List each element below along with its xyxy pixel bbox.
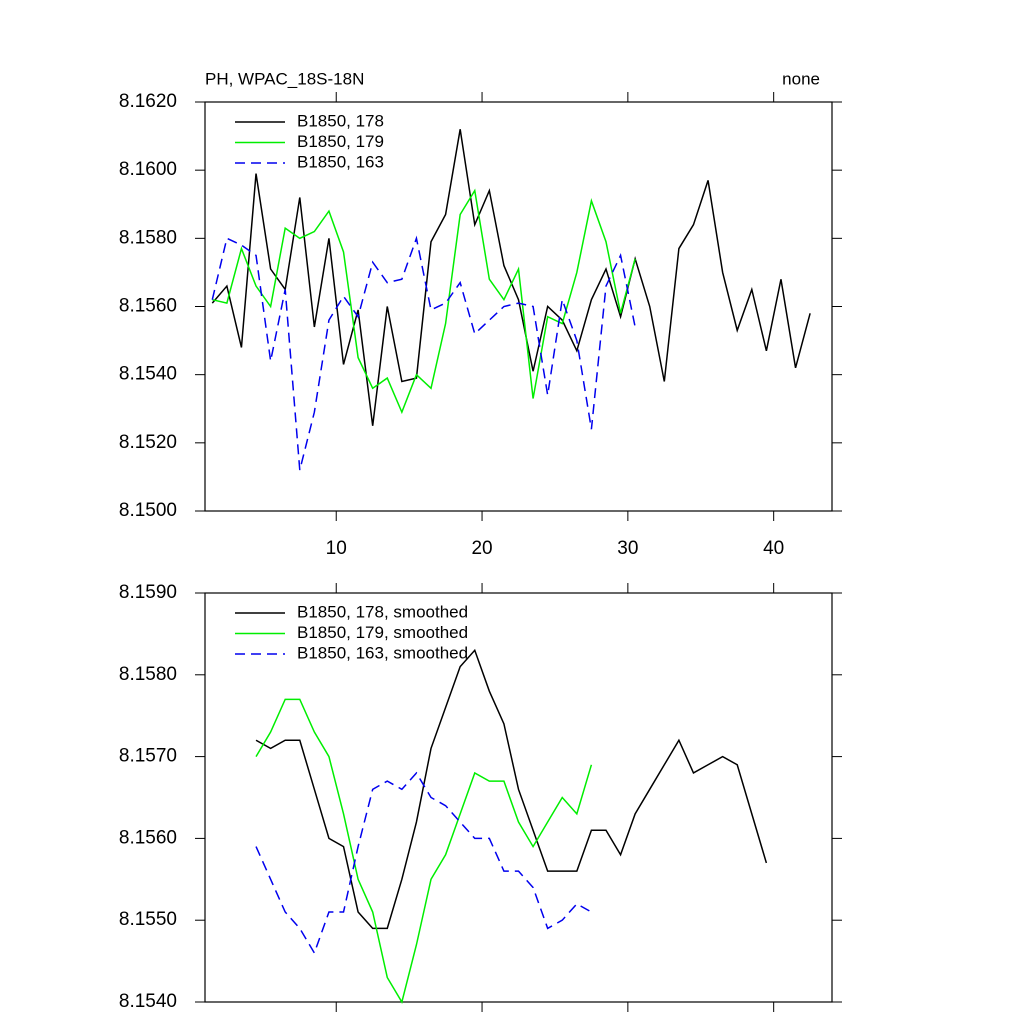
series-line [255, 648, 768, 930]
chart-subtitle: none [782, 69, 820, 88]
y-tick-label: 8.1580 [119, 664, 177, 685]
y-tick-label: 8.1560 [119, 296, 177, 317]
y-tick-label: 8.1570 [119, 746, 177, 767]
y-tick-label: 8.1540 [119, 364, 177, 385]
x-tick-label: 20 [471, 538, 492, 559]
y-tick-label: 8.1590 [119, 582, 177, 603]
series-line [212, 188, 636, 415]
x-tick-label: 30 [617, 538, 638, 559]
y-tick-label: 8.1550 [119, 909, 177, 930]
series-line [255, 698, 593, 1004]
y-tick-label: 8.1560 [119, 827, 177, 848]
x-tick-label: 10 [326, 538, 347, 559]
legend-label: B1850, 163, smoothed [297, 643, 468, 662]
y-tick-label: 8.1520 [119, 432, 177, 453]
series-line [255, 771, 592, 955]
y-tick-label: 8.1620 [119, 91, 177, 112]
legend-label: B1850, 178, smoothed [297, 602, 468, 621]
legend-label: B1850, 178 [297, 111, 384, 130]
y-tick-label: 8.1500 [119, 500, 177, 521]
series-line [211, 129, 811, 426]
plot-frame [204, 592, 833, 1003]
y-tick-label: 8.1540 [119, 991, 177, 1012]
legend-label: B1850, 179 [297, 132, 384, 151]
series-line [211, 235, 636, 471]
legend-label: B1850, 179, smoothed [297, 623, 468, 642]
legend-label: B1850, 163 [297, 152, 384, 171]
y-tick-label: 8.1600 [119, 159, 177, 180]
y-tick-label: 8.1580 [119, 227, 177, 248]
x-tick-label: 40 [763, 538, 784, 559]
chart-title: PH, WPAC_18S-18N [205, 69, 364, 88]
